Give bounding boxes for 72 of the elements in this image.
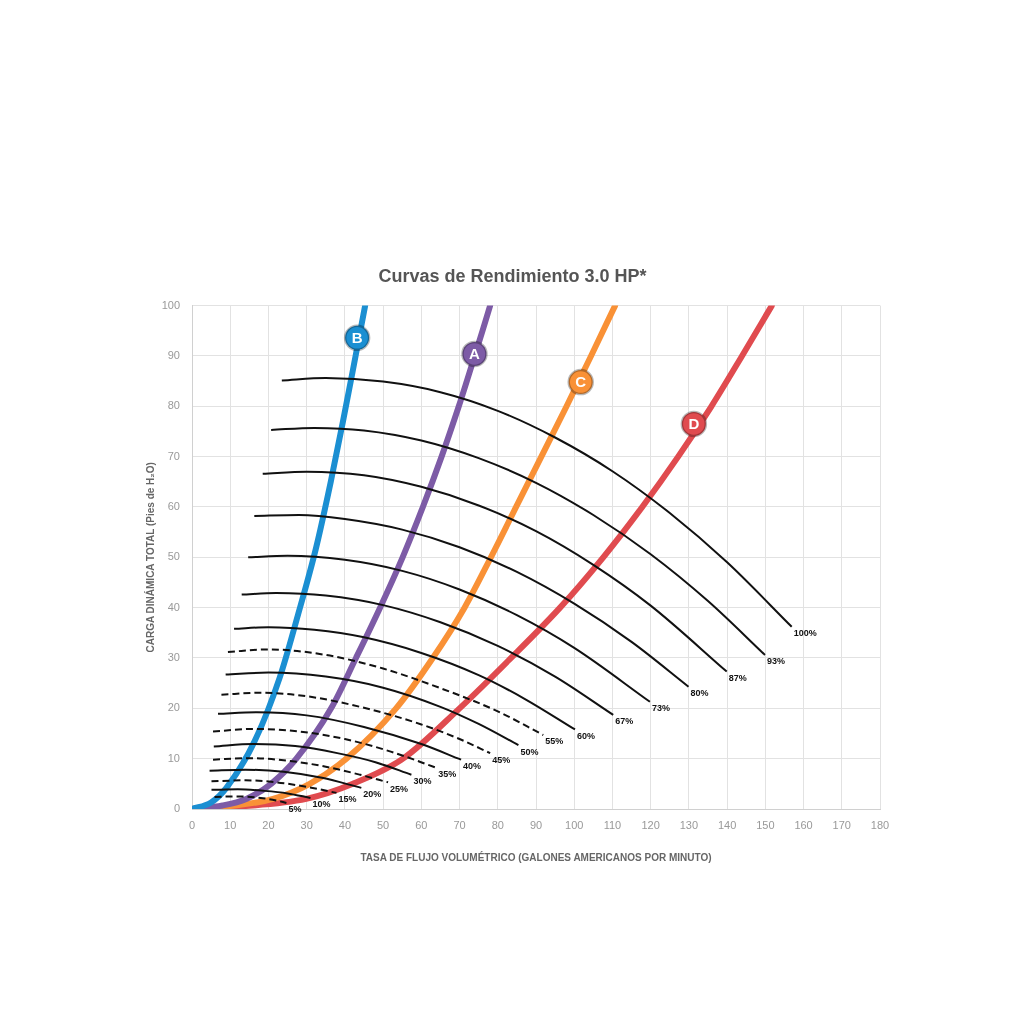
line-series (216, 711, 463, 761)
line-series (210, 788, 312, 799)
y-tick-label: 30 (167, 651, 180, 664)
y-tick-label: 10 (167, 751, 180, 764)
series-label: 25% (390, 783, 409, 794)
series-label: 5% (288, 804, 302, 815)
x-tick-label: 110 (603, 818, 622, 831)
line-series (226, 648, 545, 736)
series-label: 60% (576, 730, 595, 741)
series-label: 10% (312, 799, 331, 810)
line-series (220, 691, 492, 755)
annotation: A (469, 345, 481, 363)
chart-title: Curvas de Rendimiento 3.0 HP* (378, 265, 647, 286)
y-tick-label: 90 (167, 348, 180, 361)
y-axis-title: CARGA DINÁMICA TOTAL (Pies de H₂O) (143, 462, 156, 653)
series-label: 73% (651, 703, 670, 714)
x-tick-label: 20 (262, 818, 275, 831)
series-label: 87% (728, 673, 747, 684)
x-tick-label: 130 (679, 818, 699, 831)
series-label: 30% (413, 776, 432, 787)
series-label: 35% (438, 769, 457, 780)
series-label: 93% (766, 656, 785, 667)
x-tick-label: 150 (756, 818, 775, 831)
line-series (224, 671, 520, 747)
y-tick-label: 50 (167, 550, 180, 563)
x-axis-title: TASA DE FLUJO VOLUMÉTRICO (GALONES AMERICANOS POR MINUTO) (360, 850, 712, 863)
series-label: 55% (545, 736, 564, 747)
line-series (210, 779, 338, 794)
line-series (261, 470, 728, 673)
line-series (233, 626, 576, 731)
x-tick-label: 40 (338, 818, 352, 831)
line-series (212, 743, 413, 776)
y-tick-label: 20 (167, 701, 180, 714)
series-label: 80% (690, 688, 709, 699)
x-tick-label: 120 (641, 818, 660, 831)
annotation: B (351, 328, 363, 346)
series-label: 45% (492, 754, 511, 765)
y-tick-label: 70 (167, 449, 180, 462)
y-tick-label: 100 (161, 298, 180, 311)
line-series (240, 592, 615, 716)
line-series (253, 514, 690, 688)
x-tick-label: 100 (565, 818, 584, 831)
x-tick-label: 10 (224, 818, 237, 831)
x-tick-label: 60 (415, 818, 428, 831)
x-tick-label: 0 (188, 818, 196, 831)
line-series (208, 768, 363, 789)
series-label: 67% (615, 716, 634, 727)
y-tick-label: 0 (173, 802, 180, 815)
x-tick-label: 50 (376, 818, 390, 831)
y-tick-label: 60 (167, 499, 180, 512)
series-label: 50% (520, 746, 539, 757)
annotation: D (688, 415, 700, 433)
y-tick-label: 40 (167, 600, 180, 613)
x-tick-label: 170 (832, 818, 851, 831)
x-tick-label: 80 (491, 818, 504, 831)
y-tick-label: 80 (167, 399, 180, 412)
x-tick-label: 160 (794, 818, 813, 831)
x-tick-label: 90 (529, 818, 543, 831)
line-series (213, 795, 288, 804)
x-tick-label: 140 (717, 818, 737, 831)
x-tick-label: 70 (453, 818, 466, 831)
series-label: 40% (463, 761, 482, 772)
annotation: C (575, 373, 587, 391)
series-label: 15% (338, 794, 357, 805)
line-series (212, 727, 438, 769)
x-tick-label: 180 (870, 818, 890, 831)
series-label: 100% (793, 628, 817, 639)
line-series (280, 377, 793, 628)
x-tick-label: 30 (300, 818, 313, 831)
line-series (212, 757, 390, 784)
series-label: 20% (363, 789, 382, 800)
line-series (247, 554, 651, 703)
